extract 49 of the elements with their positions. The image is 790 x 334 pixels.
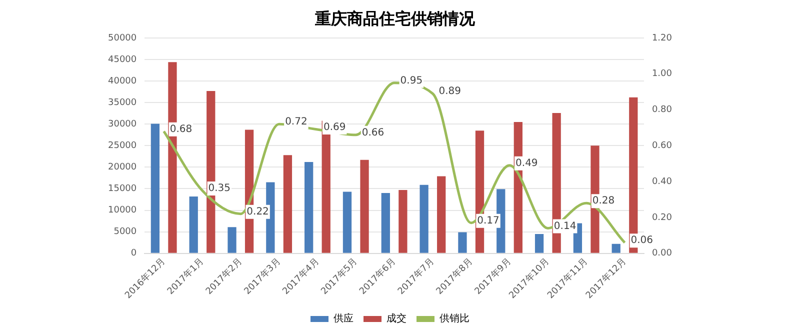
y2-tick-label: 0.80: [652, 105, 672, 116]
bar: [420, 184, 428, 253]
chart-title: 重庆商品住宅供销情况: [314, 9, 476, 28]
bar: [342, 192, 352, 253]
bar: [360, 160, 369, 253]
y-tick-label: 35000: [108, 98, 137, 108]
bar: [534, 234, 544, 253]
y-tick-label: 10000: [108, 206, 137, 216]
bar: [228, 227, 236, 253]
bar: [437, 176, 446, 253]
y2-tick-label: 0.20: [652, 212, 672, 223]
y2-tick-label: 1.20: [652, 33, 672, 44]
bar: [458, 232, 467, 253]
bar: [304, 162, 314, 253]
bar: [398, 190, 408, 253]
y2-tick-label: 0.40: [652, 176, 672, 187]
data-label: 0.28: [592, 196, 615, 207]
data-label: 0.49: [516, 158, 538, 170]
y-tick-label: 0: [130, 248, 137, 259]
y-tick-label: 45000: [108, 54, 137, 65]
data-label: 0.69: [323, 122, 346, 134]
y-tick-label: 50000: [108, 33, 137, 44]
data-label: 0.14: [554, 220, 576, 232]
y-tick-label: 25000: [108, 141, 137, 152]
data-label: 0.89: [438, 86, 461, 98]
legend-label: 供应: [334, 312, 354, 325]
data-label: 0.68: [170, 124, 192, 135]
bar: [381, 193, 390, 253]
y2-tick-label: 0.60: [652, 141, 672, 152]
y-tick-label: 20000: [108, 162, 137, 173]
data-label: 0.22: [246, 206, 269, 218]
y-tick-label: 30000: [108, 119, 137, 130]
y-tick-label: 40000: [108, 76, 137, 86]
y2-tick-label: 1.00: [652, 69, 672, 80]
bar: [189, 196, 198, 253]
bar: [612, 244, 620, 253]
y-tick-label: 15000: [108, 184, 137, 194]
data-label: 0.17: [477, 215, 500, 226]
legend-label: 成交: [386, 312, 406, 325]
data-label: 0.35: [208, 183, 231, 194]
data-label: 0.95: [400, 75, 423, 86]
data-label: 0.66: [362, 127, 384, 138]
data-label: 0.72: [285, 116, 308, 128]
legend-label: 供销比: [440, 312, 470, 325]
data-label: 0.06: [630, 235, 654, 246]
bar: [150, 124, 160, 253]
bar: [283, 155, 292, 253]
y-tick-label: 5000: [114, 227, 137, 238]
y2-tick-label: 0.00: [652, 248, 672, 259]
